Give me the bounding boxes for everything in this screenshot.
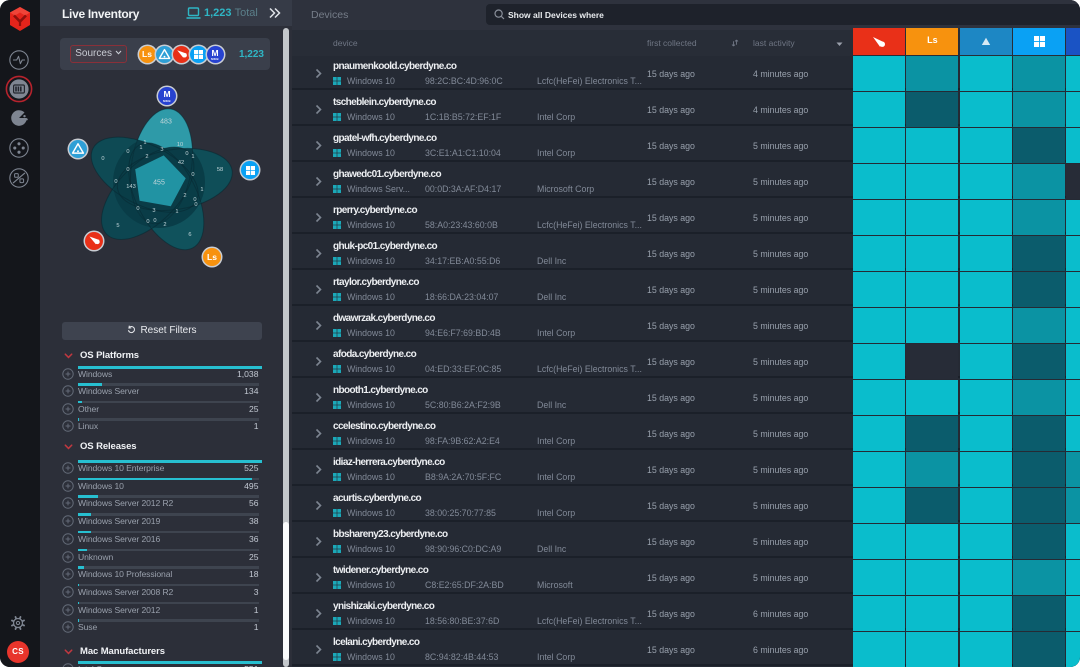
svg-text:2: 2 (145, 154, 148, 160)
svg-text:0: 0 (136, 206, 139, 212)
svg-text:0: 0 (101, 156, 104, 162)
svg-text:2: 2 (163, 222, 166, 228)
svg-text:1: 1 (200, 187, 203, 193)
svg-text:0: 0 (191, 172, 194, 178)
svg-text:10: 10 (177, 142, 183, 148)
svg-text:0: 0 (126, 167, 129, 173)
svg-text:3: 3 (160, 147, 163, 153)
svg-text:1: 1 (139, 145, 142, 151)
svg-text:1: 1 (175, 209, 178, 215)
svg-text:455: 455 (153, 180, 165, 187)
svg-text:143: 143 (126, 184, 136, 190)
svg-text:0: 0 (126, 149, 129, 155)
svg-text:5: 5 (116, 223, 119, 229)
svg-text:58: 58 (217, 167, 223, 173)
svg-text:2: 2 (183, 193, 186, 199)
svg-text:1: 1 (191, 154, 194, 160)
svg-text:42: 42 (178, 160, 184, 166)
svg-text:0: 0 (146, 219, 149, 225)
svg-text:0: 0 (194, 202, 197, 208)
svg-text:0: 0 (185, 151, 188, 157)
svg-text:483: 483 (160, 119, 172, 126)
svg-text:0: 0 (114, 179, 117, 185)
svg-text:3: 3 (152, 208, 155, 214)
svg-text:0: 0 (153, 218, 156, 224)
svg-text:0: 0 (193, 197, 196, 203)
svg-text:6: 6 (188, 232, 191, 238)
svg-text:1: 1 (143, 140, 146, 146)
